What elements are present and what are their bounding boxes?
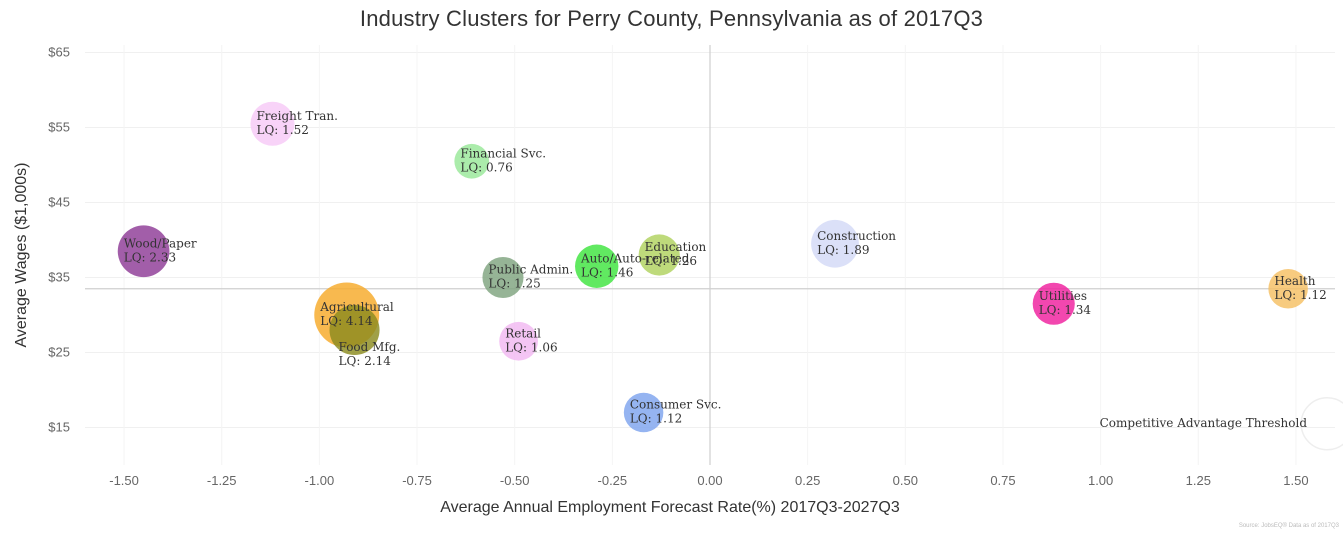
bubble-lq-label: LQ: 1.12: [630, 412, 682, 426]
bubble[interactable]: [1268, 268, 1308, 309]
bubble-lq-label: LQ: 1.26: [645, 254, 697, 268]
bubble-labels: Freight Tran.LQ: 1.52 Financial Svc.LQ: 0…: [124, 109, 1327, 426]
y-tick-label: $15: [48, 420, 70, 435]
bubble[interactable]: [482, 256, 524, 299]
bubble[interactable]: [575, 244, 619, 288]
y-tick-label: $25: [48, 345, 70, 360]
grid-lines: [85, 45, 1343, 465]
bubble[interactable]: [638, 234, 680, 276]
bubble[interactable]: [499, 321, 538, 361]
bubble[interactable]: [117, 225, 170, 278]
bubble-lq-label: LQ: 2.33: [124, 250, 176, 264]
bubble-lq-label: LQ: 1.52: [256, 123, 308, 137]
bubble-name-label: Consumer Svc.: [630, 398, 722, 412]
bubble[interactable]: [329, 304, 380, 356]
x-tick-label: 0.50: [893, 473, 918, 488]
x-tick-label: -0.50: [500, 473, 530, 488]
bubble[interactable]: [454, 143, 490, 179]
bubble[interactable]: [623, 392, 664, 433]
bubble[interactable]: [811, 219, 859, 268]
y-axis-title: Average Wages ($1,000s): [13, 163, 30, 348]
x-tick-label: 1.00: [1088, 473, 1113, 488]
x-axis-title: Average Annual Employment Forecast Rate(…: [440, 499, 900, 516]
bubble-name-label: Education: [645, 240, 707, 254]
threshold-label: Competitive Advantage Threshold: [1099, 416, 1307, 430]
bubble-lq-label: LQ: 1.89: [817, 243, 869, 257]
bubble[interactable]: [1032, 282, 1075, 325]
x-tick-label: 0.25: [795, 473, 820, 488]
y-tick-label: $55: [48, 120, 70, 135]
bubble-lq-label: LQ: 2.14: [339, 354, 392, 368]
y-tick-label: $35: [48, 270, 70, 285]
bubble[interactable]: [250, 101, 295, 146]
source-note: Source: JobsEQ® Data as of 2017Q3: [1238, 523, 1339, 529]
bubble-lq-label: LQ: 1.46: [581, 265, 633, 279]
bubble-lq-label: LQ: 1.12: [1274, 288, 1326, 302]
bubble-name-label: Health: [1274, 274, 1315, 288]
chart-title: Industry Clusters for Perry County, Penn…: [359, 6, 984, 31]
bubble-name-label: Food Mfg.: [339, 340, 401, 354]
bubble-name-label: Agricultural: [319, 300, 394, 314]
x-tick-label: -1.50: [109, 473, 139, 488]
threshold-marker: [1300, 397, 1343, 451]
bubble-lq-label: LQ: 1.25: [488, 277, 540, 291]
x-tick-label: -0.25: [598, 473, 628, 488]
bubble-name-label: Financial Svc.: [460, 146, 546, 160]
bubble-name-label: Auto/Auto-related: [580, 251, 690, 265]
x-tick-label: 1.25: [1186, 473, 1211, 488]
x-tick-label: 1.50: [1283, 473, 1308, 488]
bubble-lq-label: LQ: 1.34: [1039, 303, 1092, 317]
bubble-name-label: Public Admin.: [488, 263, 573, 277]
bubble-lq-label: LQ: 4.14: [320, 314, 373, 328]
x-tick-label: -1.25: [207, 473, 237, 488]
axis-ticks: $65 $55 $45 $35 $25 $15 -1.50 -1.25 -1.00 -0.75 -0…: [48, 45, 1308, 489]
bubble-name-label: Utilities: [1039, 289, 1087, 303]
y-tick-label: $65: [48, 45, 70, 60]
bubble-lq-label: LQ: 1.06: [505, 340, 557, 354]
bubble-name-label: Wood/Paper: [124, 236, 197, 250]
x-tick-label: -0.75: [402, 473, 432, 488]
x-tick-label: 0.00: [697, 473, 722, 488]
bubble-name-label: Construction: [817, 229, 896, 243]
y-tick-label: $45: [48, 195, 70, 210]
x-tick-label: 0.75: [990, 473, 1015, 488]
bubble-name-label: Retail: [505, 326, 541, 340]
bubble-lq-label: LQ: 0.76: [460, 160, 512, 174]
x-tick-label: -1.00: [305, 473, 335, 488]
bubble-name-label: Freight Tran.: [256, 109, 338, 123]
bubble-layer: [117, 101, 1308, 433]
